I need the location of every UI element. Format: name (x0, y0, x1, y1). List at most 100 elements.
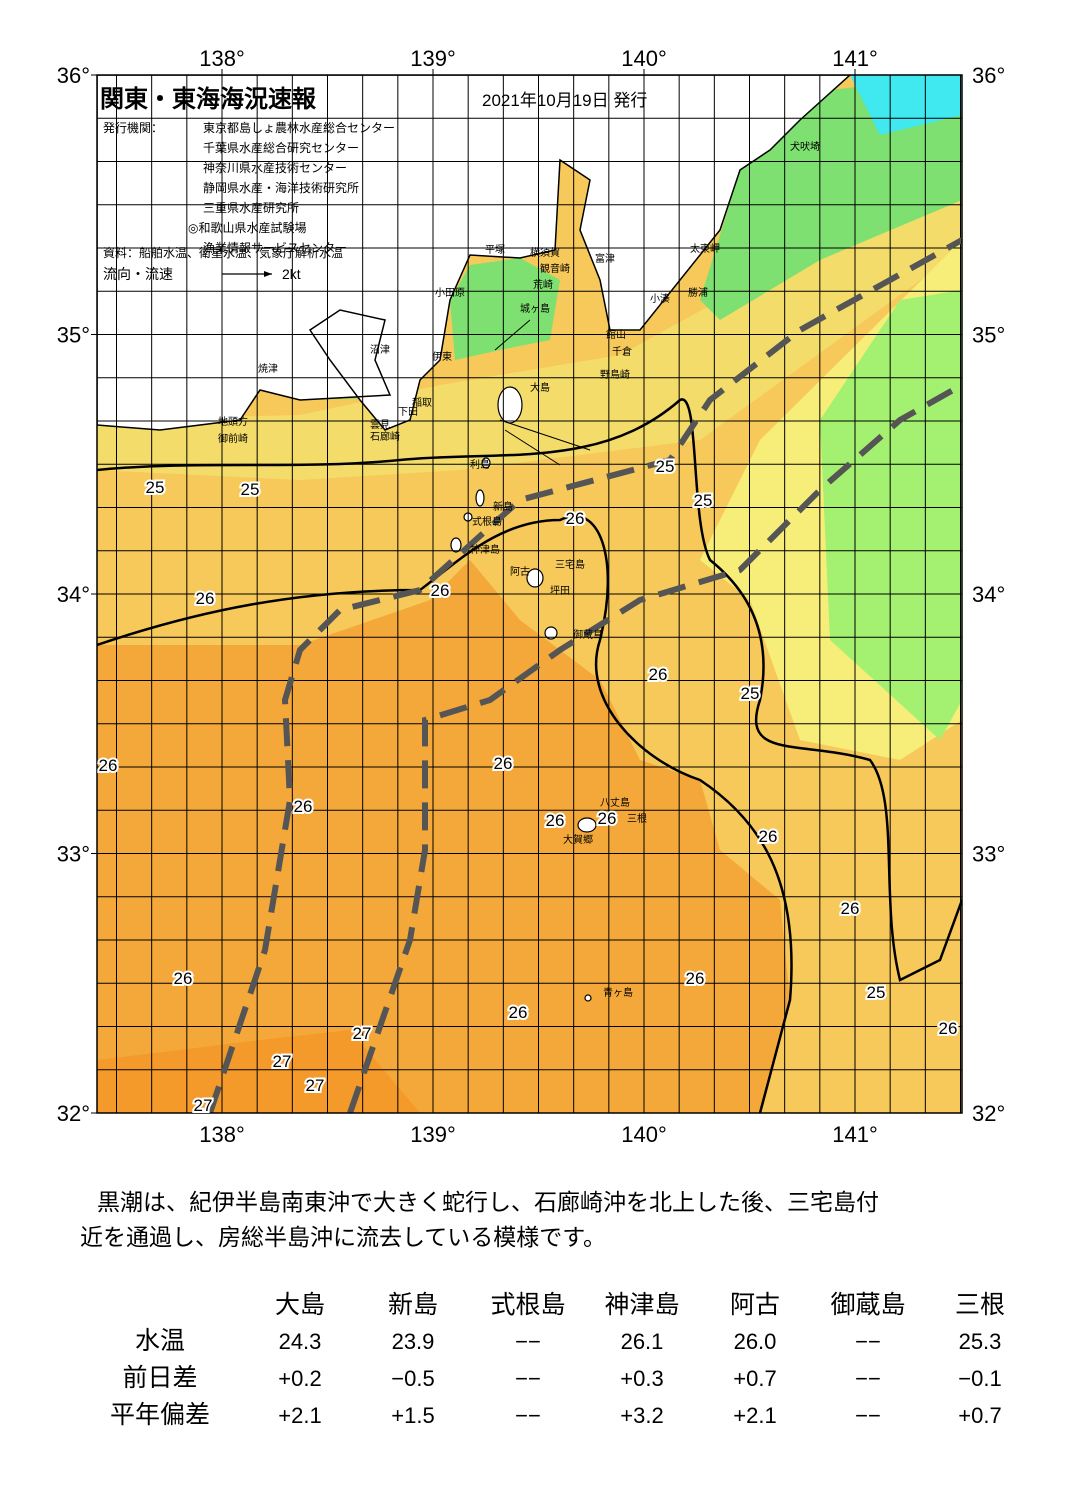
place-name: 阿古 (510, 565, 530, 578)
place-name: 式根島 (472, 515, 502, 528)
lat-tick-label: 33° (972, 842, 1005, 867)
cell: −0.5 (391, 1366, 434, 1391)
isotherm-label: 25 (867, 983, 886, 1002)
place-name: 青ヶ島 (603, 986, 633, 999)
cell: −0.1 (958, 1366, 1001, 1391)
islands (450, 386, 597, 1002)
cell: −− (855, 1366, 881, 1391)
column-header: 新島 (388, 1291, 438, 1319)
place-name: 太東岬 (690, 242, 720, 255)
isotherm-label: 27 (273, 1052, 292, 1071)
cell: 23.9 (392, 1329, 435, 1354)
isotherm-label: 25 (741, 684, 760, 703)
issue-date: 2021年10月19日 発行 (482, 91, 647, 110)
place-name: 犬吠埼 (790, 140, 820, 153)
column-header: 三根 (955, 1291, 1005, 1319)
column-header: 阿古 (730, 1291, 780, 1319)
place-name: 地頭方 (218, 415, 248, 428)
summary-line: 黒潮は、紀伊半島南東沖で大きく蛇行し、石廊崎沖を北上した後、三宅島付 (97, 1189, 879, 1215)
sea-zone (850, 75, 962, 135)
issuer-label: 発行機関： (103, 120, 163, 135)
isotherm-label: 26 (99, 756, 118, 775)
graticule (97, 75, 962, 1113)
row-header: 平年偏差 (110, 1401, 210, 1429)
isotherm-label: 25 (694, 491, 713, 510)
cell: −− (515, 1366, 541, 1391)
place-name: 荒崎 (533, 278, 553, 291)
place-name: 城ヶ島 (520, 302, 550, 315)
lon-tick-label: 141° (832, 1122, 878, 1147)
lat-tick-label: 34° (972, 582, 1005, 607)
isotherm-label: 26 (598, 809, 617, 828)
place-name: 三宅島 (555, 558, 585, 571)
isotherm-label: 26 (509, 1003, 528, 1022)
sea-zone (97, 560, 790, 1113)
place-name: 稲取 (412, 397, 432, 409)
cell: +0.7 (958, 1403, 1001, 1428)
island (497, 386, 523, 424)
isotherm (97, 398, 962, 982)
island (577, 817, 597, 833)
place-name: 坪田 (550, 584, 570, 597)
cell: 26.1 (621, 1329, 664, 1354)
issuer: ◎和歌山県水産試験場 (188, 220, 306, 235)
place-name: 下田 (398, 407, 418, 418)
isotherm-label: 27 (194, 1096, 213, 1115)
place-name: 八丈島 (600, 796, 630, 809)
isotherm-label: 26 (566, 509, 585, 528)
island (544, 626, 558, 640)
cell: +0.2 (278, 1366, 321, 1391)
sea-zone (700, 75, 962, 320)
map-title: 関東・東海海況速報 (100, 85, 317, 113)
lon-tick-label: 139° (410, 1122, 456, 1147)
place-name: 小田原 (435, 287, 465, 299)
isotherm-label: 26 (174, 969, 193, 988)
cell: −− (855, 1329, 881, 1354)
place-name: 大賀郷 (563, 833, 593, 846)
isotherm (97, 514, 793, 1113)
column-header: 御蔵島 (830, 1291, 905, 1319)
isotherm-label: 25 (656, 457, 675, 476)
issuer: 静岡県水産・海洋技術研究所 (203, 180, 359, 195)
sea-zone (97, 1030, 420, 1113)
island (584, 994, 592, 1002)
place-name: 沼津 (370, 343, 390, 356)
place-name: 焼津 (258, 363, 278, 375)
current-arrow (499, 419, 591, 451)
isotherms (97, 398, 962, 1113)
data-source: 資料：船舶水温、衛星水温、気象庁解析水温 (103, 245, 343, 260)
isotherm-label: 26 (939, 1019, 958, 1038)
kuroshio-path (207, 237, 962, 1113)
lat-tick-label: 32° (57, 1101, 90, 1126)
issuer-list: 東京都島しょ農林水産総合センター千葉県水産総合研究センター神奈川県水産技術センタ… (188, 120, 395, 255)
place-name: 三根 (627, 812, 647, 825)
island (450, 537, 462, 553)
cell: −− (515, 1329, 541, 1354)
isotherm-label: 25 (241, 480, 260, 499)
column-header: 神津島 (604, 1291, 679, 1319)
place-name: 観音崎 (540, 262, 570, 275)
issuer: 千葉県水産総合研究センター (203, 140, 359, 155)
place-name: 石廊崎 (370, 430, 400, 443)
lon-tick-label: 140° (621, 46, 667, 71)
place-name: 小湊 (650, 292, 670, 305)
place-name: 館山 (606, 328, 626, 341)
kuroshio-path (347, 382, 962, 1113)
lon-tick-label: 138° (199, 1122, 245, 1147)
place-name: 富津 (595, 252, 615, 265)
isotherm-label: 26 (649, 665, 668, 684)
lon-tick-label: 140° (621, 1122, 667, 1147)
row-header: 前日差 (122, 1364, 197, 1392)
cell: +2.1 (278, 1403, 321, 1428)
isotherm-label: 26 (759, 827, 778, 846)
lat-tick-label: 36° (57, 63, 90, 88)
legend-arrowhead (264, 271, 272, 277)
isotherm-label: 26 (196, 589, 215, 608)
place-name: 伊東 (432, 350, 452, 363)
isotherm-label: 26 (294, 797, 313, 816)
island (481, 457, 491, 469)
issuer: 漁業情報サービスセンター (203, 241, 347, 255)
lon-tick-label: 138° (199, 46, 245, 71)
kuroshio-axis (207, 237, 962, 1113)
